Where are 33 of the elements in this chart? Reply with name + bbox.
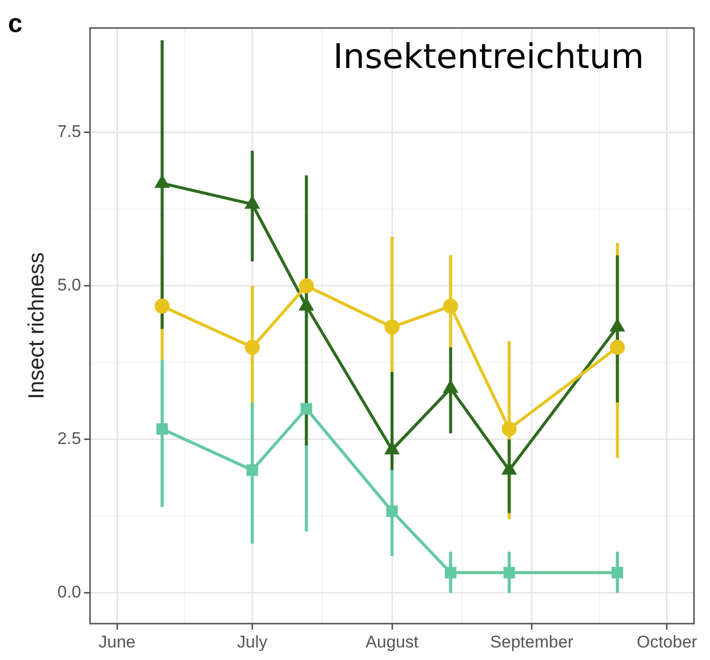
point	[502, 462, 516, 475]
point	[443, 298, 458, 314]
x-tick-label: October	[636, 632, 698, 652]
x-tick-label: July	[237, 632, 268, 652]
point	[386, 505, 398, 517]
point	[298, 278, 314, 294]
point	[246, 464, 258, 476]
point	[503, 566, 515, 578]
point	[384, 320, 400, 335]
x-tick-label: August	[366, 632, 419, 652]
point	[385, 442, 399, 454]
point	[300, 402, 312, 414]
point	[444, 566, 456, 578]
point	[610, 320, 624, 332]
y-tick-label: 2.5	[57, 429, 82, 448]
point	[244, 340, 260, 355]
chart-title: Insektentreichtum	[333, 36, 644, 77]
point	[154, 298, 170, 314]
point	[502, 421, 517, 436]
point	[610, 340, 625, 355]
y-tick-label: 0.0	[57, 582, 82, 602]
point	[155, 176, 169, 188]
point	[246, 196, 259, 209]
y-tick-label: 5.0	[57, 276, 82, 295]
point	[156, 423, 168, 435]
x-tick-label: June	[98, 632, 136, 652]
x-tick-label: September	[490, 632, 574, 652]
point	[444, 380, 458, 393]
y-axis-title: Insect richness	[23, 252, 48, 400]
y-tick-label: 7.5	[57, 122, 82, 142]
point	[300, 298, 314, 311]
text: c	[8, 8, 22, 38]
point	[612, 566, 624, 578]
